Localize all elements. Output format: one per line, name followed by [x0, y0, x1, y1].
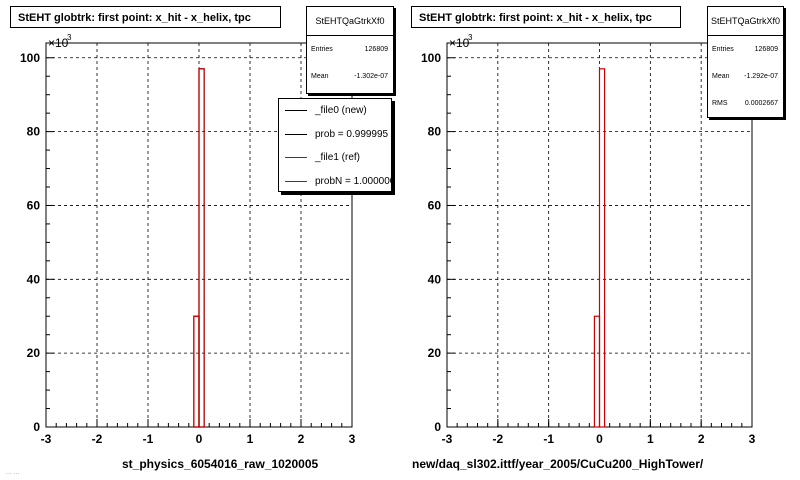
left-y-exponent-power: 3 — [67, 33, 72, 42]
right-x-tick-label: 1 — [647, 432, 654, 446]
left-y-tick-label: 100 — [20, 51, 40, 65]
right-stats-rms-value: 0.0002667 — [744, 100, 778, 107]
legend-label-file0: _file0 (new) — [315, 105, 367, 116]
right-y-tick-label: 80 — [428, 125, 442, 139]
right-y-tick-label: 60 — [428, 198, 442, 212]
left-histogram-bar — [193, 315, 200, 428]
legend-line-file1 — [285, 157, 307, 158]
left-y-exponent-label: ×10 — [48, 36, 69, 50]
left-y-tick-label: 20 — [27, 346, 41, 360]
right-stats-name: StEHTQaGtrkXf0 — [708, 7, 783, 36]
legend-entry-file1: _file1 (ref) — [279, 146, 391, 170]
right-histogram-bar — [593, 315, 601, 428]
right-x-tick-label: -2 — [492, 432, 503, 446]
legend-line-file0 — [285, 110, 307, 111]
right-stats-mean-label: Mean — [712, 73, 730, 80]
right-y-tick-label: 100 — [421, 51, 441, 65]
right-x-axis-title: new/daq_sl302.ittf/year_2005/CuCu200_Hig… — [412, 457, 704, 471]
right-stats-entries-label: Entries — [712, 46, 734, 53]
left-legend: _file0 (new) prob = 0.999995 _file1 (ref… — [278, 98, 392, 192]
right-stats-rms-label: RMS — [712, 100, 728, 107]
right-x-tick-label: 3 — [749, 432, 756, 446]
left-x-tick-label: -3 — [41, 432, 52, 446]
right-x-tick-label: 2 — [698, 432, 705, 446]
left-histogram-bar — [198, 68, 205, 428]
right-y-exponent-label: ×10 — [449, 36, 470, 50]
right-x-tick-label: 0 — [596, 432, 603, 446]
legend-line-probn — [285, 180, 307, 182]
left-x-tick-label: 2 — [298, 432, 305, 446]
legend-label-probn: probN = 1.000000 — [315, 175, 392, 187]
left-stats-mean-label: Mean — [311, 73, 329, 80]
right-stats-mean-value: -1.292e-07 — [744, 73, 778, 80]
left-x-tick-label: -2 — [92, 432, 103, 446]
left-x-tick-label: 0 — [196, 432, 203, 446]
left-histogram-bar — [193, 315, 200, 428]
left-y-tick-label: 40 — [27, 272, 41, 286]
legend-entry-prob: prob = 0.999995 — [279, 123, 391, 147]
right-stats-mean-row: Mean -1.292e-07 — [708, 63, 783, 90]
right-stats-entries-value: 126809 — [754, 46, 778, 53]
right-stats-entries-row: Entries 126809 — [708, 36, 783, 63]
right-stats-rms-row: RMS 0.0002667 — [708, 90, 783, 117]
left-stats-entries-label: Entries — [311, 46, 333, 53]
left-x-tick-label: 1 — [247, 432, 254, 446]
left-stats-name: StEHTQaGtrkXf0 — [307, 7, 393, 36]
left-y-tick-label: 0 — [33, 420, 40, 434]
right-y-tick-label: 20 — [428, 346, 442, 360]
legend-label-file1: _file1 (ref) — [315, 152, 361, 163]
left-stats-mean-value: -1.302e-07 — [354, 73, 388, 80]
left-plot-title: StEHT globtrk: first point: x_hit - x_he… — [10, 6, 281, 28]
footer-text: ... ... — [6, 469, 20, 476]
right-x-tick-label: -1 — [543, 432, 554, 446]
legend-label-prob: prob = 0.999995 — [315, 128, 389, 140]
left-stats-entries-row: Entries 126809 — [307, 36, 393, 63]
left-x-axis-title: st_physics_6054016_raw_1020005 — [122, 457, 319, 471]
right-x-tick-label: -3 — [442, 432, 453, 446]
left-y-tick-label: 80 — [27, 125, 41, 139]
right-y-tick-label: 0 — [434, 420, 441, 434]
right-stats-box: StEHTQaGtrkXf0 Entries 126809 Mean -1.29… — [707, 6, 784, 118]
left-x-tick-label: 3 — [349, 432, 356, 446]
left-x-tick-label: -1 — [143, 432, 154, 446]
legend-line-prob — [285, 133, 307, 135]
legend-entry-probn: probN = 1.000000 — [279, 170, 392, 192]
right-y-tick-label: 40 — [428, 272, 442, 286]
legend-entry-file0: _file0 (new) — [279, 99, 391, 123]
left-histogram-bar — [198, 68, 205, 428]
right-y-exponent-power: 3 — [468, 33, 473, 42]
left-y-tick-label: 60 — [27, 198, 41, 212]
left-stats-mean-row: Mean -1.302e-07 — [307, 63, 393, 90]
left-stats-entries-value: 126809 — [364, 46, 388, 53]
left-stats-box: StEHTQaGtrkXf0 Entries 126809 Mean -1.30… — [306, 6, 394, 94]
right-plot-title: StEHT globtrk: first point: x_hit - x_he… — [411, 6, 681, 28]
right-histogram-bar — [598, 68, 606, 428]
